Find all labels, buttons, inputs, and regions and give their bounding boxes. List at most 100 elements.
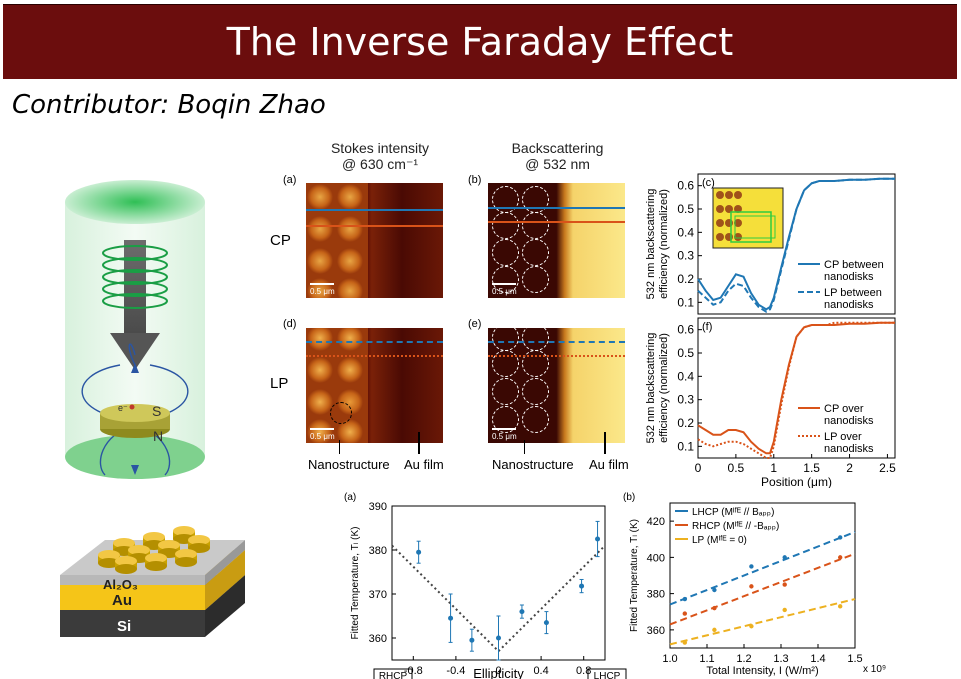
nanodisk-outline xyxy=(522,239,549,266)
y-axis-label: Fitted Temperature, Tₗ (K) xyxy=(629,519,640,632)
pointer-tick xyxy=(339,440,340,454)
electron-label: e⁻ xyxy=(118,403,128,413)
data-point xyxy=(682,611,687,616)
panel-label-a: (a) xyxy=(283,174,297,186)
label-au-film: Au film xyxy=(404,457,444,472)
data-point xyxy=(469,637,475,643)
linecut-lp-between xyxy=(488,341,625,343)
y-tick-label: 390 xyxy=(369,501,387,513)
corner-box xyxy=(373,668,413,679)
nanodisk-array xyxy=(98,526,210,574)
field-arrow-icon xyxy=(131,363,139,373)
panel-label: (a) xyxy=(344,492,356,503)
data-point xyxy=(712,627,717,633)
col-header-backscattering: Backscattering @ 532 nm xyxy=(475,140,640,172)
y-tick-label: 0.1 xyxy=(677,295,694,309)
data-point xyxy=(838,604,843,609)
x-tick-label: 0.5 xyxy=(728,461,745,475)
nanodisk-outline xyxy=(492,239,519,266)
x-axis-label: Position (μm) xyxy=(761,475,832,488)
si-side xyxy=(205,575,245,637)
linecut-cp-between xyxy=(488,207,625,209)
au-side xyxy=(205,550,245,610)
north-label: N xyxy=(153,428,163,444)
data-point xyxy=(782,555,787,560)
panel-label-d: (d) xyxy=(283,318,297,330)
substrate-illustration: Al₂O₃ Au Si xyxy=(60,526,245,637)
x-tick-label: 1.5 xyxy=(803,461,820,475)
y-tick-label: 0.6 xyxy=(677,323,694,337)
col-header-line2: @ 532 nm xyxy=(525,156,590,172)
y-tick-label: 0.5 xyxy=(677,202,694,216)
y-axis-label: efficiency (normalized) xyxy=(658,333,670,443)
si-front xyxy=(60,610,205,637)
map-stokes-lp: 0.5 μm xyxy=(306,328,443,443)
pointer-tick xyxy=(524,440,525,454)
data-point xyxy=(682,596,687,602)
scale-bar xyxy=(310,428,334,430)
legend-entry: nanodisks xyxy=(824,415,874,427)
inset-roi xyxy=(734,215,776,239)
nanodisk-hotspots xyxy=(306,183,368,298)
data-point xyxy=(496,635,501,641)
x-tick-label: 1.4 xyxy=(810,653,825,665)
plot-frame xyxy=(697,317,896,459)
nanodisk-outline xyxy=(522,328,549,351)
panel-label-b: (b) xyxy=(468,174,482,186)
nanodisk-outline xyxy=(522,406,549,433)
data-point xyxy=(416,549,422,555)
scale-bar-label: 0.5 μm xyxy=(492,287,517,296)
legend-entry: LP between xyxy=(824,287,882,299)
x-axis-label: Total Intensity, I (W/m²) xyxy=(706,665,818,677)
inset-nanodisk xyxy=(734,233,742,241)
chart-intensity-temperature: (b) 360 380 400 420 1.0 1.1 1.2 1.3 1.4 1.5 LHCP (M… xyxy=(623,492,886,677)
y-axis-label: efficiency (normalized) xyxy=(658,189,670,299)
data-point xyxy=(519,609,525,615)
y-tick-label: 0.4 xyxy=(677,225,694,239)
scale-bar-label: 0.5 μm xyxy=(310,287,335,296)
x-tick-label: 0 xyxy=(695,461,702,475)
panel-label: (b) xyxy=(623,492,635,503)
data-point xyxy=(712,587,717,593)
legend-entry: nanodisks xyxy=(824,443,874,455)
nanodisk-outline xyxy=(492,350,519,377)
scale-bar xyxy=(310,283,334,285)
col-header-line2: @ 630 cm⁻¹ xyxy=(341,156,419,172)
y-tick-label: 0.5 xyxy=(677,346,694,360)
legend-entry: RHCP (Mᴵᶠᴱ // -Bₐₚₚ) xyxy=(692,521,779,532)
inset-nanodisk xyxy=(734,191,742,199)
nanodisk-outline xyxy=(522,212,549,239)
y-tick-label: 360 xyxy=(647,625,665,637)
x-tick-label: 2.5 xyxy=(879,461,896,475)
nanodisk-outline xyxy=(492,328,519,351)
beam-arrow-shaft xyxy=(124,240,146,335)
col-header-line1: Backscattering xyxy=(511,140,604,156)
chart-ellipticity-temperature: (a) 360 370 380 390 -0.8 -0.4 0 0.4 0.8 Fitted Tem… xyxy=(344,492,627,679)
inset-map xyxy=(712,187,784,249)
y-tick-label: 0.3 xyxy=(677,249,694,263)
title-banner: The Inverse Faraday Effect xyxy=(3,4,957,79)
pointer-tick xyxy=(418,432,420,454)
nanodisk-outline xyxy=(522,350,549,377)
col-header-stokes: Stokes intensity @ 630 cm⁻¹ xyxy=(295,140,465,172)
field-arrow-icon xyxy=(131,465,139,475)
map-stokes-cp: 0.5 μm xyxy=(306,183,443,298)
x-tick-label: -0.8 xyxy=(404,665,423,677)
data-point xyxy=(682,640,687,645)
y-tick-label: 0.2 xyxy=(677,272,694,286)
legend-entry: nanodisks xyxy=(824,271,874,283)
scale-bar-label: 0.5 μm xyxy=(310,432,335,441)
layer-label-al2o3: Al₂O₃ xyxy=(103,577,138,592)
x-tick-label: 1.1 xyxy=(699,653,714,665)
y-tick-label: 0.6 xyxy=(677,179,694,193)
data-point xyxy=(838,535,843,540)
data-point xyxy=(712,605,717,611)
nanodisk-outline xyxy=(522,378,549,405)
scale-bar xyxy=(492,428,516,430)
fit-line xyxy=(669,598,856,646)
fit-line xyxy=(669,552,856,626)
al2o3-front xyxy=(60,575,205,585)
layer-label-au: Au xyxy=(112,592,132,609)
al2o3-side xyxy=(205,540,245,585)
